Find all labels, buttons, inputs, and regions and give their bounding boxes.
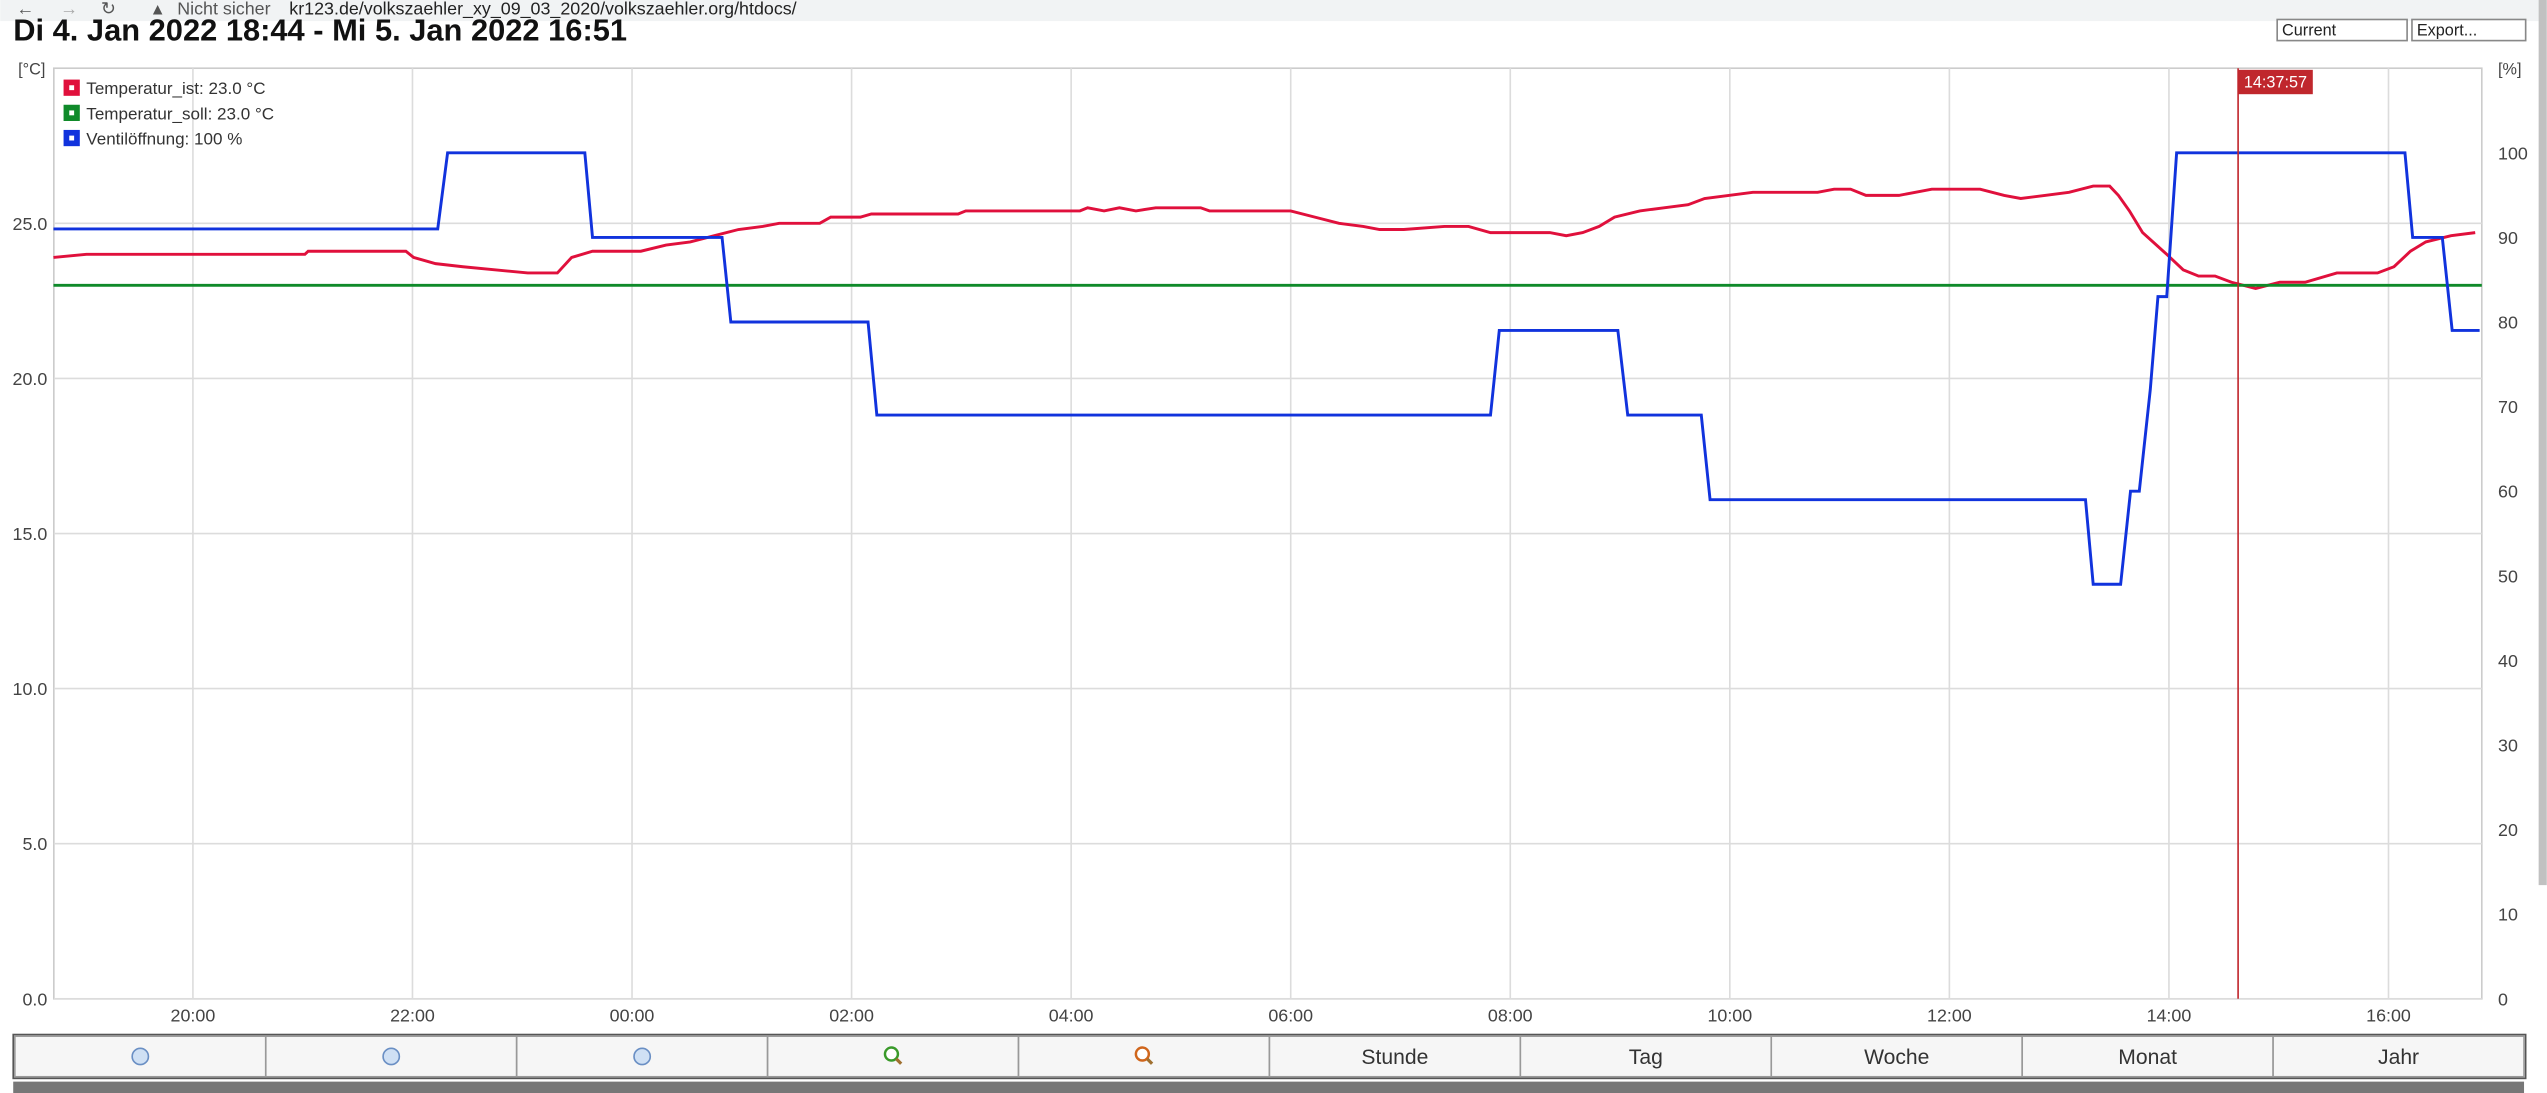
zoom-icon — [883, 1046, 900, 1062]
series-line — [53, 184, 2476, 290]
url[interactable]: kr123.de/volkszaehler_xy_09_03_2020/volk… — [289, 0, 796, 20]
button-label: Jahr — [2378, 1046, 2419, 1069]
cursor-label-box — [2238, 69, 2313, 95]
y2-axis-label: [%] — [2498, 61, 2521, 79]
x-tick-label: 00:00 — [610, 1006, 655, 1026]
page-title: Di 4. Jan 2022 18:44 - Mi 5. Jan 2022 16… — [13, 13, 627, 48]
y-tick-label: 20.0 — [13, 369, 48, 389]
cursor-label: 14:37:57 — [2244, 74, 2307, 92]
x-tick-label: 14:00 — [2147, 1006, 2192, 1026]
nav-icon — [131, 1047, 150, 1066]
nav-icon — [382, 1047, 401, 1066]
y2-tick-label: 20 — [2498, 820, 2518, 840]
scrollbar[interactable] — [2538, 0, 2547, 886]
y-tick-label: 5.0 — [22, 834, 47, 854]
y2-tick-label: 0 — [2498, 989, 2508, 1009]
select-range-text: Current — [2282, 22, 2337, 40]
y-tick-label: 15.0 — [13, 524, 48, 544]
reload-button[interactable]: ↻ — [101, 0, 116, 19]
y2-tick-label: 40 — [2498, 651, 2518, 671]
button-label: Monat — [2118, 1046, 2177, 1069]
x-tick-label: 12:00 — [1927, 1006, 1972, 1026]
forward-button[interactable]: → — [60, 0, 78, 19]
button[interactable] — [2272, 1035, 2525, 1078]
x-tick-label: 10:00 — [1707, 1006, 1752, 1026]
security-label: Nicht sicher — [177, 0, 270, 19]
button-label: Stunde — [1361, 1046, 1428, 1069]
y2-tick-label: 80 — [2498, 313, 2518, 333]
button[interactable] — [1268, 1035, 1522, 1078]
select-export[interactable] — [2411, 18, 2527, 42]
legend-label: Temperatur_soll: 23.0 °C — [86, 104, 274, 123]
legend-swatch-inner — [69, 110, 75, 116]
nav-icon — [633, 1047, 652, 1066]
x-tick-label: 22:00 — [390, 1006, 435, 1026]
select-export-text: Export... — [2417, 22, 2477, 40]
series-line — [53, 151, 2480, 586]
x-tick-label: 16:00 — [2366, 1006, 2411, 1026]
legend-label: Temperatur_ist: 23.0 °C — [86, 79, 265, 98]
button-bar: Stunde Tag Woche Monat Jahr — [12, 1033, 2527, 1080]
x-tick-label: 02:00 — [829, 1006, 874, 1026]
legend-label: Ventilöffnung: 100 % — [86, 130, 242, 149]
y2-tick-label: 70 — [2498, 397, 2518, 417]
select-range[interactable] — [2276, 18, 2408, 42]
y-axis-label: [°C] — [18, 61, 45, 79]
browser-bar — [0, 0, 2547, 22]
button[interactable] — [1519, 1035, 1773, 1078]
chart: 20:00 22:00 00:00 02:00 04:00 06:00 08:00 10:00… — [13, 61, 2528, 1026]
legend-swatch-inner — [69, 135, 75, 141]
zoom-icon — [1134, 1046, 1151, 1062]
y2-tick-label: 100 — [2498, 143, 2528, 163]
warning-icon: ▲ — [150, 1, 166, 19]
back-button[interactable]: ← — [16, 0, 34, 19]
legend-swatch-inner — [69, 85, 75, 91]
zoom-icon-handle — [895, 1057, 903, 1065]
bottom-bar — [13, 1081, 2525, 1093]
x-tick-label: 08:00 — [1488, 1006, 1533, 1026]
y2-tick-label: 30 — [2498, 736, 2518, 756]
x-tick-label: 04:00 — [1049, 1006, 1094, 1026]
button[interactable] — [1770, 1035, 2024, 1078]
button-label: Tag — [1629, 1046, 1663, 1069]
x-tick-label: 20:00 — [171, 1006, 216, 1026]
y-tick-label: 0.0 — [22, 989, 47, 1009]
y2-tick-label: 60 — [2498, 482, 2518, 502]
zoom-icon-handle — [1146, 1057, 1154, 1065]
x-tick-label: 06:00 — [1268, 1006, 1313, 1026]
y2-tick-label: 10 — [2498, 905, 2518, 925]
y-tick-label: 10.0 — [13, 679, 48, 699]
y2-tick-label: 90 — [2498, 228, 2518, 248]
y-tick-label: 25.0 — [13, 214, 48, 234]
y2-tick-label: 50 — [2498, 566, 2518, 586]
button-label: Woche — [1864, 1046, 1929, 1069]
